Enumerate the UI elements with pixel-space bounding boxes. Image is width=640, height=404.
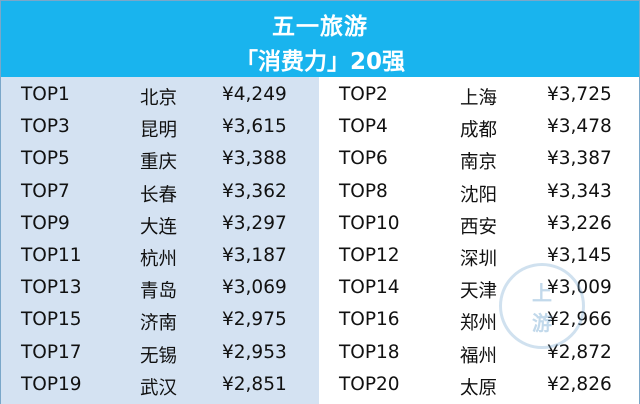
city-name: 青岛 [140, 281, 178, 303]
rank-label: TOP15 [21, 309, 82, 331]
ranking-row: TOP16 郑州 ¥2,966 [319, 306, 639, 338]
rank-label: TOP17 [21, 341, 82, 363]
rank-label: TOP7 [21, 180, 70, 202]
spend-amount: ¥3,388 [222, 148, 287, 170]
rank-label: TOP4 [339, 116, 388, 138]
spend-amount: ¥3,725 [547, 84, 612, 105]
spend-amount: ¥3,145 [547, 244, 612, 266]
spend-amount: ¥2,872 [547, 341, 612, 363]
ranking-row: TOP3 昆明 ¥3,615 [1, 113, 319, 145]
city-name: 杭州 [140, 248, 178, 270]
city-name: 天津 [460, 281, 498, 303]
ranking-row: TOP15 济南 ¥2,975 [1, 306, 319, 338]
spend-amount: ¥3,297 [222, 212, 287, 234]
page-title: 五一旅游 [272, 14, 368, 40]
spend-amount: ¥2,851 [222, 373, 287, 395]
ranking-row: TOP1 北京 ¥4,249 [1, 81, 319, 113]
rank-label: TOP1 [21, 84, 70, 105]
ranking-row: TOP20 太原 ¥2,826 [319, 371, 639, 403]
spend-amount: ¥3,343 [547, 180, 612, 202]
spend-amount: ¥3,362 [222, 180, 287, 202]
city-name: 大连 [140, 216, 178, 238]
ranking-row: TOP17 无锡 ¥2,953 [1, 339, 319, 371]
city-name: 无锡 [140, 345, 178, 367]
spend-amount: ¥2,953 [222, 341, 287, 363]
right-ranking-list: TOP2 上海 ¥3,725 TOP4 成都 ¥3,478 TOP6 南京 ¥3,387 TOP8… [319, 81, 639, 403]
ranking-row: TOP19 武汉 ¥2,851 [1, 371, 319, 403]
city-name: 郑州 [460, 313, 498, 335]
rank-label: TOP10 [339, 212, 400, 234]
rank-label: TOP18 [339, 341, 400, 363]
city-name: 西安 [460, 216, 498, 238]
ranking-row: TOP11 杭州 ¥3,187 [1, 242, 319, 274]
rank-label: TOP19 [21, 373, 82, 395]
city-name: 济南 [140, 313, 178, 335]
ranking-row: TOP12 深圳 ¥3,145 [319, 242, 639, 274]
ranking-row: TOP2 上海 ¥3,725 [319, 81, 639, 113]
rank-label: TOP3 [21, 116, 70, 138]
spend-amount: ¥2,826 [547, 373, 612, 395]
logo-watermark: 上 游 [499, 263, 585, 349]
spend-amount: ¥3,478 [547, 116, 612, 138]
rank-label: TOP14 [339, 277, 400, 299]
spend-amount: ¥3,615 [222, 116, 287, 138]
ranking-row: TOP9 大连 ¥3,297 [1, 210, 319, 242]
spend-amount: ¥3,226 [547, 212, 612, 234]
watermark-char-1: 上 [532, 281, 552, 305]
city-name: 北京 [140, 88, 178, 109]
spend-amount: ¥3,069 [222, 277, 287, 299]
rank-label: TOP11 [21, 244, 82, 266]
city-name: 上海 [460, 88, 498, 109]
city-name: 昆明 [140, 120, 178, 142]
watermark-char-2: 游 [532, 311, 552, 335]
ranking-row: TOP13 青岛 ¥3,069 [1, 274, 319, 306]
spend-amount: ¥3,387 [547, 148, 612, 170]
rank-label: TOP6 [339, 148, 388, 170]
rank-label: TOP5 [21, 148, 70, 170]
page-subtitle: 「消费力」20强 [234, 49, 405, 75]
city-name: 重庆 [140, 152, 178, 174]
rank-label: TOP8 [339, 180, 388, 202]
rank-label: TOP12 [339, 244, 400, 266]
spend-amount: ¥2,975 [222, 309, 287, 331]
city-name: 深圳 [460, 248, 498, 270]
right-ranking-column: TOP2 上海 ¥3,725 TOP4 成都 ¥3,478 TOP6 南京 ¥3,387 TOP8… [319, 77, 639, 404]
city-name: 南京 [460, 152, 498, 174]
ranking-row: TOP4 成都 ¥3,478 [319, 113, 639, 145]
city-name: 福州 [460, 345, 498, 367]
ranking-row: TOP7 长春 ¥3,362 [1, 178, 319, 210]
spend-amount: ¥3,187 [222, 244, 287, 266]
ranking-row: TOP18 福州 ¥2,872 [319, 339, 639, 371]
city-name: 太原 [460, 377, 498, 399]
ranking-row: TOP10 西安 ¥3,226 [319, 210, 639, 242]
rank-label: TOP2 [339, 84, 388, 105]
ranking-row: TOP6 南京 ¥3,387 [319, 145, 639, 177]
city-name: 成都 [460, 120, 498, 142]
city-name: 长春 [140, 184, 178, 206]
ranking-row: TOP8 沈阳 ¥3,343 [319, 178, 639, 210]
city-name: 武汉 [140, 377, 178, 399]
spend-amount: ¥4,249 [222, 84, 287, 105]
ranking-row: TOP5 重庆 ¥3,388 [1, 145, 319, 177]
ranking-row: TOP14 天津 ¥3,009 [319, 274, 639, 306]
rank-label: TOP13 [21, 277, 82, 299]
header-banner: 五一旅游 「消费力」20强 [1, 1, 639, 77]
left-ranking-column: TOP1 北京 ¥4,249 TOP3 昆明 ¥3,615 TOP5 重庆 ¥3,388 TOP7… [1, 77, 319, 404]
city-name: 沈阳 [460, 184, 498, 206]
rank-label: TOP20 [339, 373, 400, 395]
left-ranking-list: TOP1 北京 ¥4,249 TOP3 昆明 ¥3,615 TOP5 重庆 ¥3,388 TOP7… [1, 81, 319, 403]
rank-label: TOP16 [339, 309, 400, 331]
rank-label: TOP9 [21, 212, 70, 234]
